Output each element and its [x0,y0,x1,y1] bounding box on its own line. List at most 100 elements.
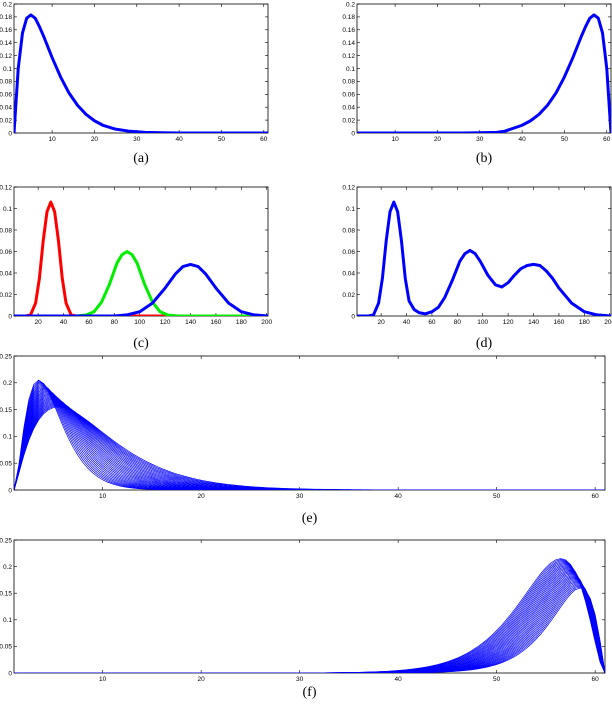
y-tick-label: 0 [8,313,12,320]
bundle-curve-f [14,585,605,673]
x-tick-label: 30 [296,493,304,500]
x-tick-label: 140 [185,319,196,326]
x-tick-label: 40 [60,319,68,326]
y-tick-label: 0.25 [0,537,12,544]
y-tick-label: 0.15 [0,407,12,414]
bundle-curve-f [14,586,605,673]
bundle-curve-e [14,393,605,490]
x-tick-label: 50 [493,493,501,500]
axes-frame-e [13,355,606,491]
x-tick-label: 20 [434,136,442,143]
y-tick-label: 0.16 [342,27,355,34]
x-tick-label: 20 [378,319,386,326]
bundle-curve-e [14,386,605,490]
y-tick-label: 0.08 [342,227,355,234]
y-tick-label: 0.1 [346,206,355,213]
x-tick-label: 60 [260,136,268,143]
y-tick-label: 0.1 [346,66,355,73]
x-tick-label: 180 [236,319,247,326]
y-tick-label: 0.12 [0,53,12,60]
x-tick-label: 20 [91,136,99,143]
bundle-curve-f [14,562,605,673]
y-tick-label: 0.2 [346,1,355,8]
panel-caption-f: (f) [303,685,317,700]
x-tick-label: 30 [296,676,304,683]
panel-e: 0 0.05 0.1 0.15 0.2 0.25 10 20 30 40 50 60 (e) [0,353,606,526]
y-tick-label: 0.2 [3,380,12,387]
y-tick-label: 0.06 [342,92,355,99]
y-tick-label: 0 [351,313,355,320]
bundle-curve-e [14,387,605,490]
x-tick-label: 100 [134,319,145,326]
y-tick-label: 0.08 [342,79,355,86]
y-tick-label: 0.12 [0,184,12,191]
x-tick-label: 140 [528,319,539,326]
bundle-curve-f [14,566,605,673]
x-tick-label: 60 [592,493,600,500]
y-tick-label: 0.1 [3,206,12,213]
x-tick-label: 10 [391,136,399,143]
bundle-curve-f [14,583,605,673]
panel-a: 0 0.02 0.04 0.06 0.08 0.1 0.12 0.14 0.16 0.18 0.2 1… [0,1,269,166]
y-tick-label: 0.04 [342,105,355,112]
y-tick-label: 0.2 [3,1,12,8]
y-tick-label: 0.14 [0,40,12,47]
x-tick-label: 20 [198,493,206,500]
x-tick-label: 60 [603,136,611,143]
y-tick-label: 0.12 [342,53,355,60]
panel-c: 0 0.02 0.04 0.06 0.08 0.1 0.12 20 40 60 80 100 120 14… [0,184,273,351]
y-tick-label: 0.14 [342,40,355,47]
y-tick-label: 0.02 [342,292,355,299]
panel-caption-c: (c) [133,336,149,351]
x-tick-label: 10 [48,136,56,143]
x-tick-label: 200 [604,319,612,326]
series-line-c2-0 [14,250,268,316]
x-tick-label: 160 [211,319,222,326]
x-tick-label: 30 [476,136,484,143]
bundle-curve-f [14,569,605,673]
series-line-d-0 [357,200,611,316]
panel-d: 0 0.02 0.04 0.06 0.08 0.1 0.12 20 40 60 80 100 120 14… [342,184,612,351]
bundle-curve-f [14,565,605,673]
y-tick-label: 0 [351,130,355,137]
y-tick-label: 0.06 [342,249,355,256]
x-tick-label: 200 [261,319,272,326]
x-tick-label: 60 [428,319,436,326]
y-tick-label: 0.06 [0,249,12,256]
x-tick-label: 10 [99,493,107,500]
axes-frame-b [356,3,612,134]
x-tick-label: 80 [111,319,119,326]
x-tick-label: 40 [403,319,411,326]
x-tick-label: 80 [454,319,462,326]
y-tick-label: 0.04 [0,270,12,277]
x-tick-label: 180 [579,319,590,326]
x-tick-label: 30 [133,136,141,143]
bundle-curve-f [14,584,605,673]
y-tick-label: 0.05 [0,644,12,651]
bundle-curve-f [14,587,605,673]
series-line-c-0 [14,200,268,316]
bundle-curve-e [14,403,605,490]
bundle-curve-f [14,573,605,673]
panel-caption-b: (b) [476,151,493,166]
series-line-a-0 [14,13,268,133]
y-tick-label: 0.18 [342,14,355,21]
x-tick-label: 20 [35,319,43,326]
panel-caption-e: (e) [302,511,318,526]
x-tick-label: 120 [160,319,171,326]
bundle-curve-e [14,403,605,490]
y-tick-label: 0.05 [0,461,12,468]
bundle-curve-e [14,383,605,490]
y-tick-label: 0.08 [0,79,12,86]
y-tick-label: 0 [8,130,12,137]
y-tick-label: 0.04 [0,105,12,112]
x-tick-label: 50 [561,136,569,143]
x-tick-label: 50 [218,136,226,143]
y-tick-label: 0 [8,670,12,677]
series-line-c3-0 [14,262,268,316]
bundle-curve-e [14,388,605,490]
y-tick-label: 0.1 [3,434,12,441]
series-line-b-0 [357,13,611,133]
panel-caption-d: (d) [476,336,493,351]
